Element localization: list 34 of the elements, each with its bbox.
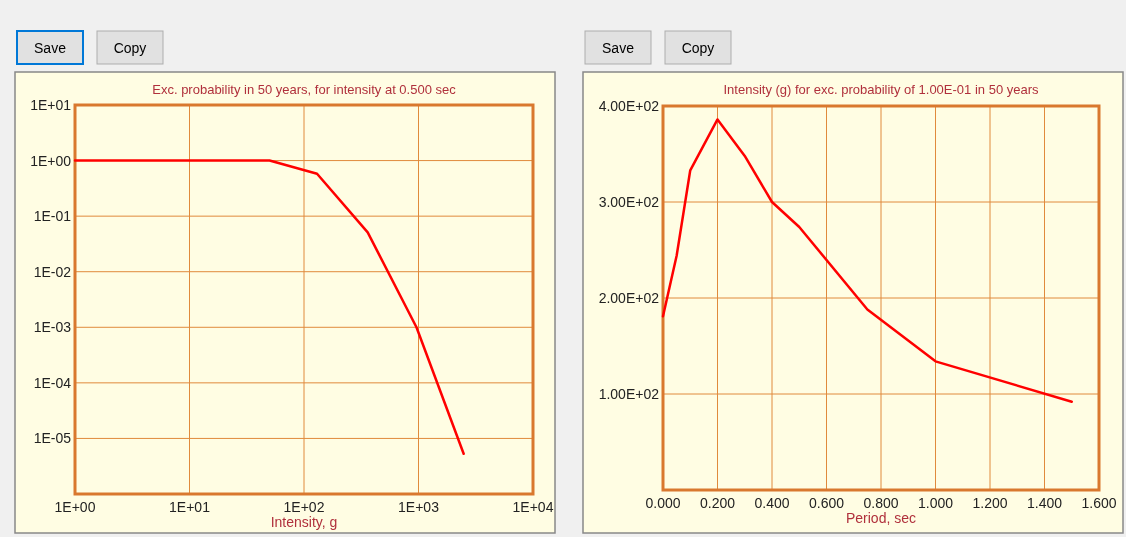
x-tick-label: 1.400 (1026, 495, 1063, 511)
y-tick-label: 3.00E+02 (598, 194, 660, 210)
y-tick-label: 1.00E+02 (598, 386, 660, 402)
button: Save (16, 30, 84, 65)
y-tick-label: 1E-02 (33, 263, 72, 280)
x-tick-label: 0.600 (808, 495, 845, 511)
y-tick-label: 1E-03 (33, 319, 72, 336)
y-tick-label: 4.00E+02 (598, 98, 660, 114)
button: Copy (664, 30, 732, 65)
x-tick-label: 1E+01 (169, 499, 211, 515)
y-tick-label: 1E-04 (33, 374, 72, 391)
chart-title: Intensity (g) for exc. probability of 1.00E-01 in 50 years (723, 82, 1040, 97)
x-axis-title: Intensity, g (270, 514, 338, 530)
line-series (661, 118, 1073, 403)
x-tick-label: 1E+03 (398, 499, 440, 515)
x-tick-label: 0.800 (863, 495, 899, 511)
x-tick-label: 1.600 (1081, 495, 1117, 511)
chart-title: Exc. probability in 50 years, for intensity at 0.500 sec (152, 82, 457, 97)
x-axis-title: Period, sec (845, 510, 917, 526)
y-tick-label: 1E-05 (33, 430, 72, 447)
x-tick-label: 1E+04 (512, 499, 554, 515)
x-tick-label: 0.000 (645, 495, 681, 511)
x-tick-label: 1E+00 (54, 499, 96, 515)
x-tick-label: 1E+02 (283, 499, 325, 515)
button: Copy (96, 30, 164, 65)
x-tick-label: 0.200 (699, 495, 736, 511)
y-tick-label: 2.00E+02 (598, 290, 660, 306)
x-tick-label: 1.000 (917, 495, 954, 511)
y-tick-label: 1E-01 (33, 208, 72, 225)
x-tick-label: 0.400 (754, 495, 790, 511)
x-tick-label: 1.200 (972, 495, 1008, 511)
button: Save (584, 30, 652, 65)
y-tick-label: 1E+01 (30, 97, 72, 113)
y-tick-label: 1E+00 (30, 152, 72, 169)
